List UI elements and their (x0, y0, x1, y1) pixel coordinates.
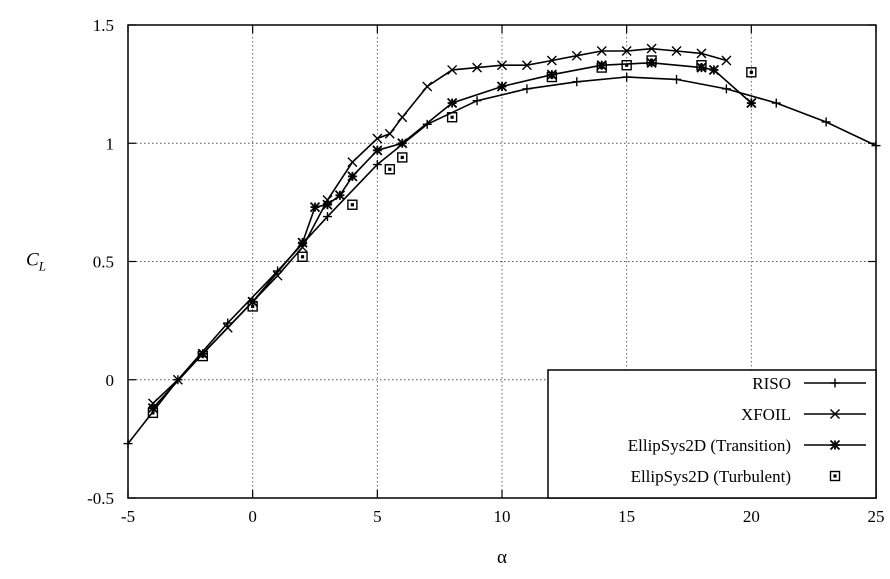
data-point-riso (821, 117, 831, 127)
data-point-ellipsys2d-turbulent (197, 350, 209, 362)
data-point-ellipsys2d-turbulent (646, 55, 657, 66)
series-line-riso (127, 76, 877, 445)
data-point-ellipsys2d-turbulent (297, 251, 308, 262)
data-point-xfoil (621, 46, 632, 57)
y-axis-title-subscript: L (38, 259, 46, 274)
series-ellipsys2d-turbulent (147, 55, 757, 419)
data-point-ellipsys2d-turbulent (696, 60, 707, 71)
data-point-riso (322, 212, 332, 222)
data-point-xfoil (596, 46, 607, 57)
x-tick-label: 15 (618, 507, 635, 526)
data-point-ellipsys2d-transition (372, 145, 383, 156)
x-tick-label: -5 (121, 507, 135, 526)
series-layer (123, 43, 881, 449)
x-tick-label: 5 (373, 507, 382, 526)
data-point-ellipsys2d-transition (708, 64, 720, 76)
data-point-ellipsys2d-turbulent (384, 164, 395, 175)
data-point-riso (472, 96, 482, 106)
legend-swatch-marker-xfoil (830, 409, 840, 419)
data-point-ellipsys2d-turbulent (546, 71, 558, 83)
data-point-ellipsys2d-transition (297, 237, 308, 248)
legend-box (547, 369, 877, 499)
y-tick-label: -0.5 (87, 489, 114, 508)
data-point-riso (522, 84, 532, 94)
series-line-ellipsys2d-transition (152, 61, 752, 409)
x-tick-label: 0 (248, 507, 257, 526)
data-point-xfoil (497, 60, 507, 71)
data-point-ellipsys2d-transition (496, 81, 508, 92)
data-point-xfoil (384, 128, 395, 139)
series-line-xfoil (152, 47, 727, 404)
data-point-ellipsys2d-turbulent (347, 199, 358, 210)
legend-label-ellipsys2d-transition: EllipSys2D (Transition) (628, 436, 791, 455)
series-ellipsys2d-transition (147, 57, 757, 414)
legend-swatch-marker-riso (830, 378, 840, 388)
data-point-ellipsys2d-turbulent (247, 301, 258, 312)
y-tick-label: 1 (106, 134, 115, 153)
data-point-xfoil (646, 43, 657, 54)
data-point-riso (223, 318, 233, 328)
data-point-riso (771, 98, 781, 108)
y-axis-title-main: C (26, 250, 39, 271)
data-point-xfoil (696, 48, 707, 59)
data-point-riso (672, 74, 682, 84)
grid (128, 25, 876, 498)
data-point-ellipsys2d-turbulent (596, 62, 607, 73)
legend-label-ellipsys2d-turbulent: EllipSys2D (Turbulent) (631, 467, 791, 486)
y-tick-label: 0 (106, 371, 115, 390)
data-point-ellipsys2d-turbulent (147, 407, 159, 419)
y-axis-title: CL (26, 250, 46, 274)
data-point-riso (372, 160, 382, 170)
x-tick-label: 20 (743, 507, 760, 526)
axis-titles: α CL (26, 250, 507, 569)
data-point-riso (622, 72, 632, 82)
data-point-riso (422, 119, 432, 129)
data-point-xfoil (721, 55, 732, 66)
data-point-xfoil (521, 60, 532, 71)
legend-label-xfoil: XFOIL (741, 405, 791, 424)
legend: RISO XFOIL EllipSys2D (Transition) EllipSys… (547, 369, 877, 499)
data-point-xfoil (472, 62, 483, 73)
x-tick-label: 25 (868, 507, 885, 526)
y-tick-label: 1.5 (93, 16, 114, 35)
data-point-riso (572, 77, 582, 87)
data-point-xfoil (372, 133, 383, 144)
data-point-ellipsys2d-turbulent (397, 152, 408, 163)
data-point-xfoil (671, 46, 682, 57)
data-point-xfoil (422, 81, 433, 92)
data-point-riso (721, 84, 731, 94)
data-point-ellipsys2d-transition (446, 97, 458, 109)
series-xfoil (147, 43, 732, 409)
legend-swatch-marker-ellipsys2d-transition (829, 439, 841, 451)
tick-labels: -5 0 5 10 15 20 25 -0.5 0 0.5 1 1.5 (87, 16, 884, 526)
data-point-ellipsys2d-transition (334, 190, 346, 201)
data-point-xfoil (397, 112, 408, 123)
data-point-xfoil (347, 157, 358, 168)
x-tick-label: 10 (494, 507, 511, 526)
data-point-xfoil (272, 270, 283, 281)
data-point-ellipsys2d-transition (397, 138, 408, 149)
data-point-xfoil (546, 55, 557, 66)
data-point-ellipsys2d-turbulent (446, 112, 458, 123)
legend-swatch-marker-ellipsys2d-turbulent (829, 470, 841, 482)
data-point-ellipsys2d-transition (746, 97, 757, 109)
y-tick-label: 0.5 (93, 253, 114, 272)
data-point-ellipsys2d-transition (347, 171, 358, 182)
data-point-ellipsys2d-turbulent (621, 60, 632, 71)
legend-label-riso: RISO (752, 374, 791, 393)
x-axis-title: α (497, 547, 507, 568)
data-point-xfoil (447, 64, 458, 75)
data-point-ellipsys2d-transition (309, 201, 321, 213)
data-point-xfoil (571, 50, 582, 61)
data-point-ellipsys2d-transition (322, 199, 333, 210)
data-point-ellipsys2d-turbulent (746, 67, 757, 78)
